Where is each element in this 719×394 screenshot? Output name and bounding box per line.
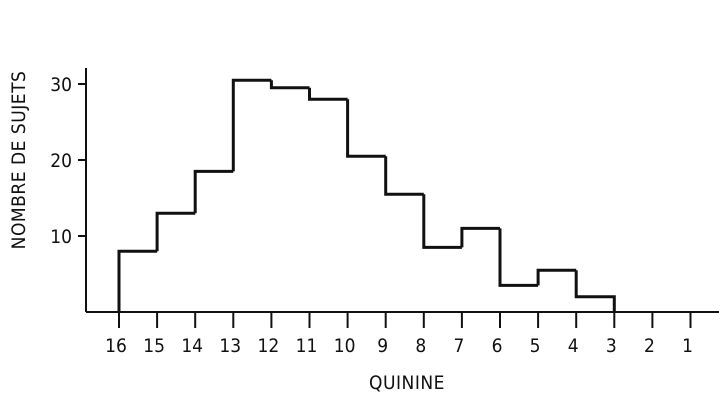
histogram-bar: [308, 87, 348, 101]
x-tick-label: 12: [258, 335, 280, 357]
histogram-bar: [117, 249, 158, 312]
tick-marks: [78, 83, 692, 328]
axes: [85, 68, 719, 313]
x-tick-label: 14: [181, 335, 203, 357]
histogram-bar: [460, 226, 500, 248]
x-tick-label: 16: [105, 335, 127, 357]
histogram-bar: [193, 169, 234, 214]
x-tick-label: 11: [296, 335, 318, 357]
x-tick-label: 10: [334, 335, 356, 357]
histogram-bars: [117, 78, 616, 312]
y-tick-label: 30: [50, 74, 72, 96]
x-tick-label: 9: [377, 335, 388, 357]
x-axis-title: QUININE: [369, 372, 445, 394]
x-tick-label: 8: [415, 335, 426, 357]
x-tick-label: 5: [530, 335, 541, 357]
x-tick-label: 3: [606, 335, 617, 357]
histogram-bar: [269, 80, 310, 90]
x-tick-label: 15: [143, 335, 165, 357]
histogram-bar: [231, 78, 272, 172]
x-tick-label: 4: [568, 335, 579, 357]
y-tick-label: 20: [50, 150, 72, 172]
x-tick-label: 1: [682, 335, 693, 357]
x-tick-label: 6: [492, 335, 503, 357]
histogram-bar: [574, 270, 616, 312]
histogram-bar: [155, 211, 196, 252]
y-tick-label: 10: [50, 226, 72, 248]
histogram-bar: [422, 194, 462, 249]
histogram-bar: [346, 99, 386, 158]
tick-labels: 102030161514131211109876543210: [50, 74, 693, 357]
histogram-bar: [536, 268, 577, 286]
x-tick-label: 2: [644, 335, 655, 357]
histogram-bar: [384, 156, 424, 196]
y-axis-title: NOMBRE DE SUJETS: [8, 71, 30, 250]
x-tick-label: 7: [453, 335, 464, 357]
histogram-bar: [498, 228, 539, 287]
x-tick-label: 13: [219, 335, 241, 357]
